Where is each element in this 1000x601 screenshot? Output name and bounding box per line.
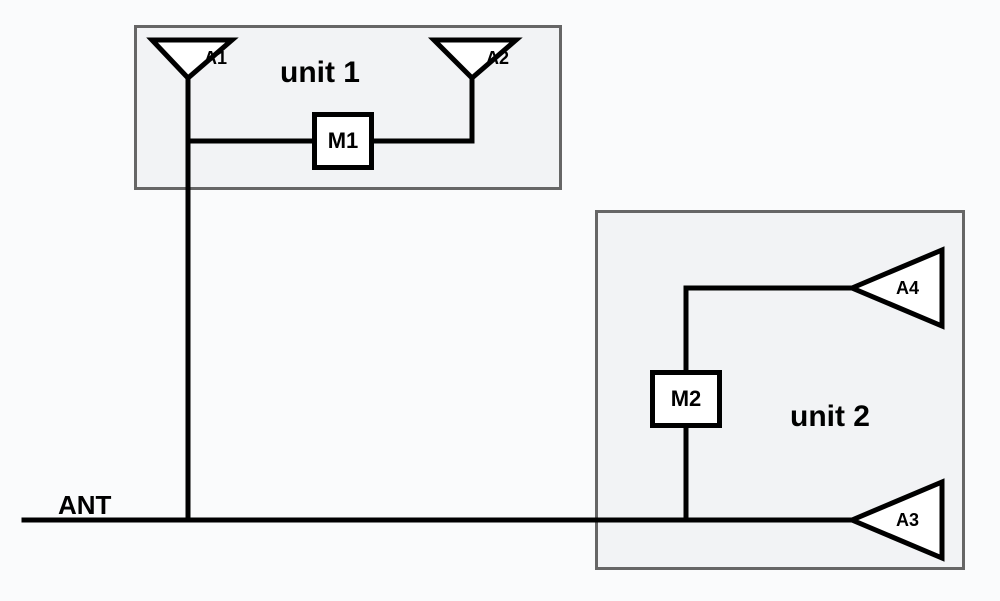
block-M2: M2 — [650, 370, 722, 428]
unit2-title: unit 2 — [790, 400, 870, 434]
antenna-A4-label: A4 — [896, 278, 919, 299]
ant-port-label: ANT — [58, 490, 111, 521]
block-M1: M1 — [312, 112, 374, 170]
antenna-A1-label: A1 — [204, 48, 227, 69]
diagram-canvas: M1 M2 ANT unit 1 unit 2 A1 A2 A3 A4 — [0, 0, 1000, 601]
antenna-A3-label: A3 — [896, 510, 919, 531]
antenna-A2-label: A2 — [486, 48, 509, 69]
unit1-title: unit 1 — [280, 56, 360, 90]
schematic-svg — [0, 0, 1000, 601]
block-M2-label: M2 — [671, 386, 702, 412]
block-M1-label: M1 — [328, 128, 359, 154]
